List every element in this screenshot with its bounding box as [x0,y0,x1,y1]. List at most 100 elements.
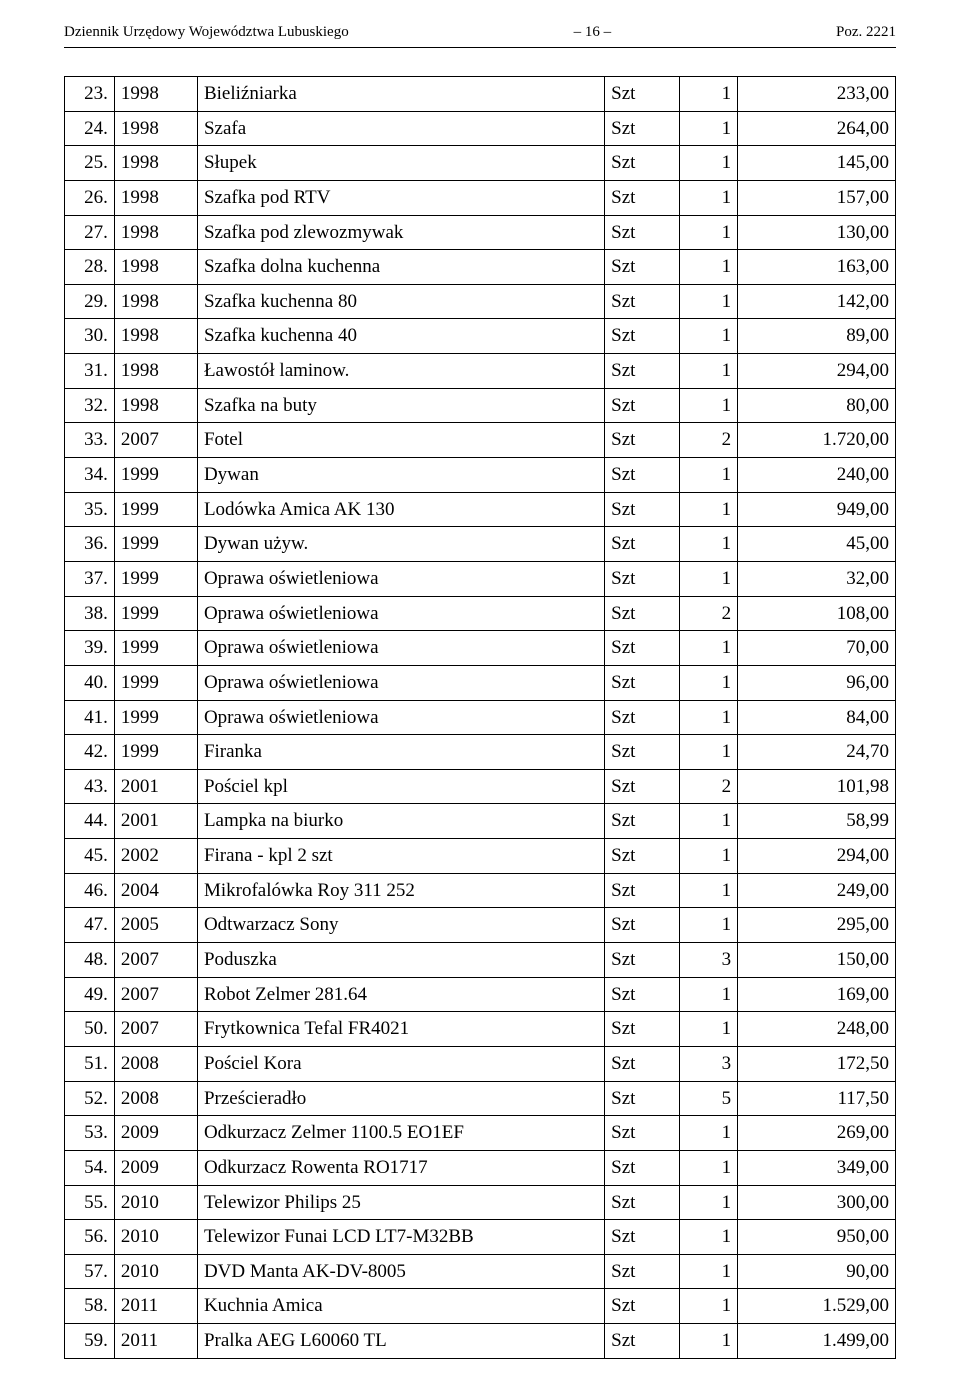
table-row: 43.2001Pościel kplSzt2101,98 [65,769,896,804]
row-value: 269,00 [738,1116,896,1151]
row-name: Frytkownica Tefal FR4021 [197,1012,604,1047]
row-name: Ławostół laminow. [197,354,604,389]
row-value: 264,00 [738,111,896,146]
row-unit: Szt [605,250,680,285]
row-index: 36. [65,527,115,562]
row-year: 1999 [114,700,197,735]
row-value: 294,00 [738,354,896,389]
table-row: 46.2004Mikrofalówka Roy 311 252Szt1249,0… [65,873,896,908]
row-value: 240,00 [738,458,896,493]
row-year: 1999 [114,458,197,493]
row-year: 2007 [114,943,197,978]
row-name: Odkurzacz Zelmer 1100.5 EO1EF [197,1116,604,1151]
row-value: 300,00 [738,1185,896,1220]
row-index: 55. [65,1185,115,1220]
row-value: 163,00 [738,250,896,285]
row-value: 117,50 [738,1081,896,1116]
row-value: 349,00 [738,1150,896,1185]
table-row: 47.2005Odtwarzacz SonySzt1295,00 [65,908,896,943]
row-unit: Szt [605,527,680,562]
row-unit: Szt [605,423,680,458]
row-qty: 1 [679,908,737,943]
row-name: Pościel kpl [197,769,604,804]
row-name: DVD Manta AK-DV-8005 [197,1254,604,1289]
row-unit: Szt [605,561,680,596]
row-value: 294,00 [738,839,896,874]
row-year: 1999 [114,631,197,666]
row-qty: 1 [679,1185,737,1220]
row-value: 96,00 [738,665,896,700]
row-index: 48. [65,943,115,978]
table-row: 37.1999Oprawa oświetleniowaSzt132,00 [65,561,896,596]
row-index: 58. [65,1289,115,1324]
row-year: 1998 [114,146,197,181]
row-index: 24. [65,111,115,146]
row-qty: 1 [679,873,737,908]
table-row: 25.1998SłupekSzt1145,00 [65,146,896,181]
table-row: 45.2002Firana - kpl 2 sztSzt1294,00 [65,839,896,874]
row-year: 1999 [114,735,197,770]
row-unit: Szt [605,354,680,389]
row-value: 233,00 [738,77,896,112]
row-value: 108,00 [738,596,896,631]
row-unit: Szt [605,388,680,423]
row-value: 950,00 [738,1220,896,1255]
row-name: Dywan używ. [197,527,604,562]
row-unit: Szt [605,804,680,839]
row-year: 2010 [114,1220,197,1255]
table-row: 53.2009Odkurzacz Zelmer 1100.5 EO1EFSzt1… [65,1116,896,1151]
table-row: 56.2010Telewizor Funai LCD LT7-M32BBSzt1… [65,1220,896,1255]
table-row: 40.1999Oprawa oświetleniowaSzt196,00 [65,665,896,700]
row-year: 1998 [114,111,197,146]
row-value: 84,00 [738,700,896,735]
page-container: Dziennik Urzędowy Województwa Lubuskiego… [0,0,960,1399]
row-qty: 1 [679,1012,737,1047]
row-value: 949,00 [738,492,896,527]
row-index: 25. [65,146,115,181]
row-qty: 1 [679,1116,737,1151]
row-value: 58,99 [738,804,896,839]
row-value: 70,00 [738,631,896,666]
row-index: 53. [65,1116,115,1151]
row-name: Dywan [197,458,604,493]
table-row: 35.1999Lodówka Amica AK 130Szt1949,00 [65,492,896,527]
table-row: 26.1998Szafka pod RTVSzt1157,00 [65,180,896,215]
page-header: Dziennik Urzędowy Województwa Lubuskiego… [64,24,896,41]
row-value: 295,00 [738,908,896,943]
header-divider [64,47,896,48]
row-qty: 1 [679,1150,737,1185]
row-qty: 1 [679,839,737,874]
row-qty: 1 [679,665,737,700]
row-qty: 3 [679,943,737,978]
table-row: 38.1999Oprawa oświetleniowaSzt2108,00 [65,596,896,631]
row-name: Odtwarzacz Sony [197,908,604,943]
row-qty: 1 [679,527,737,562]
row-year: 1998 [114,250,197,285]
row-name: Słupek [197,146,604,181]
table-row: 32.1998Szafka na butySzt180,00 [65,388,896,423]
row-year: 2009 [114,1150,197,1185]
row-name: Oprawa oświetleniowa [197,561,604,596]
row-name: Robot Zelmer 281.64 [197,977,604,1012]
row-unit: Szt [605,839,680,874]
row-index: 30. [65,319,115,354]
row-qty: 2 [679,769,737,804]
row-index: 26. [65,180,115,215]
row-unit: Szt [605,665,680,700]
row-name: Prześcieradło [197,1081,604,1116]
row-year: 2011 [114,1289,197,1324]
row-index: 42. [65,735,115,770]
row-year: 2007 [114,1012,197,1047]
row-year: 1998 [114,77,197,112]
table-row: 50.2007Frytkownica Tefal FR4021Szt1248,0… [65,1012,896,1047]
row-index: 43. [65,769,115,804]
row-qty: 5 [679,1081,737,1116]
row-index: 29. [65,284,115,319]
row-index: 23. [65,77,115,112]
row-name: Szafka pod RTV [197,180,604,215]
row-qty: 1 [679,77,737,112]
row-value: 249,00 [738,873,896,908]
table-row: 51.2008Pościel KoraSzt3172,50 [65,1046,896,1081]
row-index: 52. [65,1081,115,1116]
row-name: Poduszka [197,943,604,978]
